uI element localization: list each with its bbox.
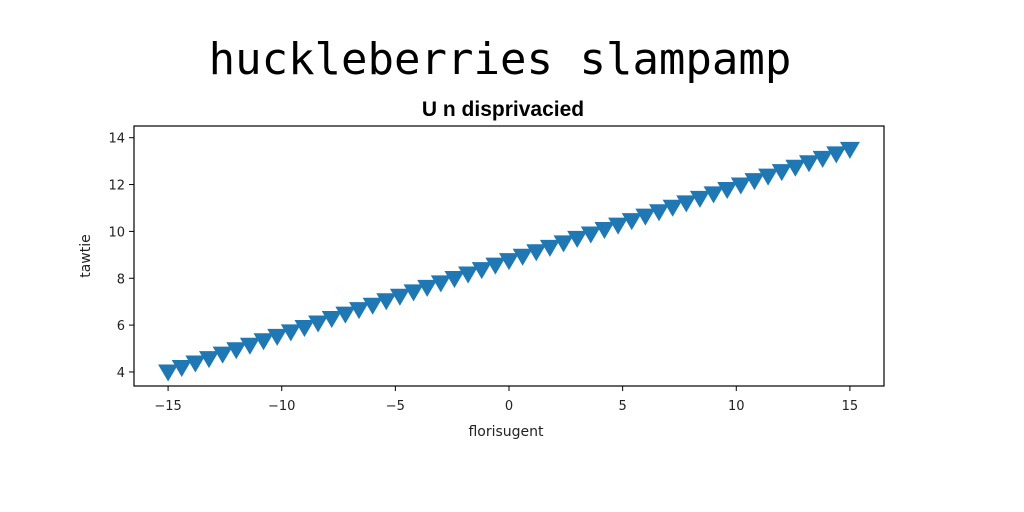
data-point [567, 230, 588, 248]
y-tick-label: 12 [108, 179, 125, 194]
data-point [321, 311, 342, 329]
x-tick-label: 5 [618, 399, 626, 414]
x-tick-label: −10 [268, 399, 295, 414]
data-point [458, 266, 479, 284]
data-point [267, 328, 288, 346]
x-tick-label: 10 [728, 399, 745, 414]
data-point [239, 337, 260, 355]
x-tick-label: −15 [154, 399, 181, 414]
x-axis: −15 −10 −5 0 5 10 15 [154, 386, 858, 414]
data-point [185, 355, 206, 373]
data-point [771, 164, 792, 182]
data-point [580, 226, 601, 244]
data-point [349, 302, 369, 320]
data-point [649, 204, 669, 222]
data-point [212, 346, 233, 364]
data-point [799, 155, 819, 173]
y-tick-label: 8 [117, 272, 125, 287]
y-axis: 4 6 8 10 12 14 [108, 132, 134, 381]
data-series [158, 141, 860, 382]
data-point [226, 342, 247, 360]
x-tick-label: 0 [505, 399, 513, 414]
data-point [294, 319, 315, 337]
data-point [512, 248, 533, 266]
data-point [758, 168, 779, 186]
y-tick-label: 10 [108, 225, 125, 240]
data-point [430, 275, 451, 293]
data-point [689, 190, 710, 208]
data-point [253, 333, 274, 351]
data-point [158, 364, 179, 382]
data-point [826, 146, 847, 164]
data-point [594, 222, 615, 240]
y-tick-label: 14 [108, 132, 125, 147]
data-point [526, 244, 547, 262]
data-point [499, 253, 519, 271]
data-point [730, 177, 751, 195]
data-point [635, 208, 656, 226]
data-point [812, 150, 833, 168]
chart-title: huckleberries slampamp [209, 34, 792, 85]
data-point [703, 186, 724, 204]
data-point [744, 173, 765, 191]
data-point [280, 324, 301, 342]
data-point [839, 141, 860, 159]
chart-subtitle: U n disprivacied [422, 98, 584, 121]
data-point [471, 262, 492, 280]
data-point [444, 270, 465, 288]
data-point [417, 279, 438, 297]
data-point [389, 288, 410, 306]
x-tick-label: 15 [842, 399, 859, 414]
plot-area: −15 −10 −5 0 5 10 15 4 6 8 10 12 14 [108, 125, 885, 414]
data-point [553, 235, 574, 253]
data-point [403, 284, 424, 302]
x-tick-label: −5 [386, 399, 405, 414]
y-axis-label: tawtie [78, 234, 94, 278]
data-point [362, 297, 383, 315]
data-point [717, 181, 738, 199]
data-point [376, 293, 397, 311]
y-tick-label: 6 [117, 319, 125, 334]
data-point [171, 359, 192, 377]
data-point [485, 257, 506, 275]
data-point [199, 351, 219, 369]
data-point [662, 199, 683, 217]
data-point [621, 213, 642, 231]
y-tick-label: 4 [117, 366, 125, 381]
data-point [608, 217, 629, 235]
data-point [539, 239, 560, 257]
data-point [785, 159, 806, 177]
data-point [676, 195, 697, 213]
data-point [335, 306, 356, 324]
x-axis-label: florisugent [468, 424, 544, 440]
data-point [308, 315, 329, 333]
